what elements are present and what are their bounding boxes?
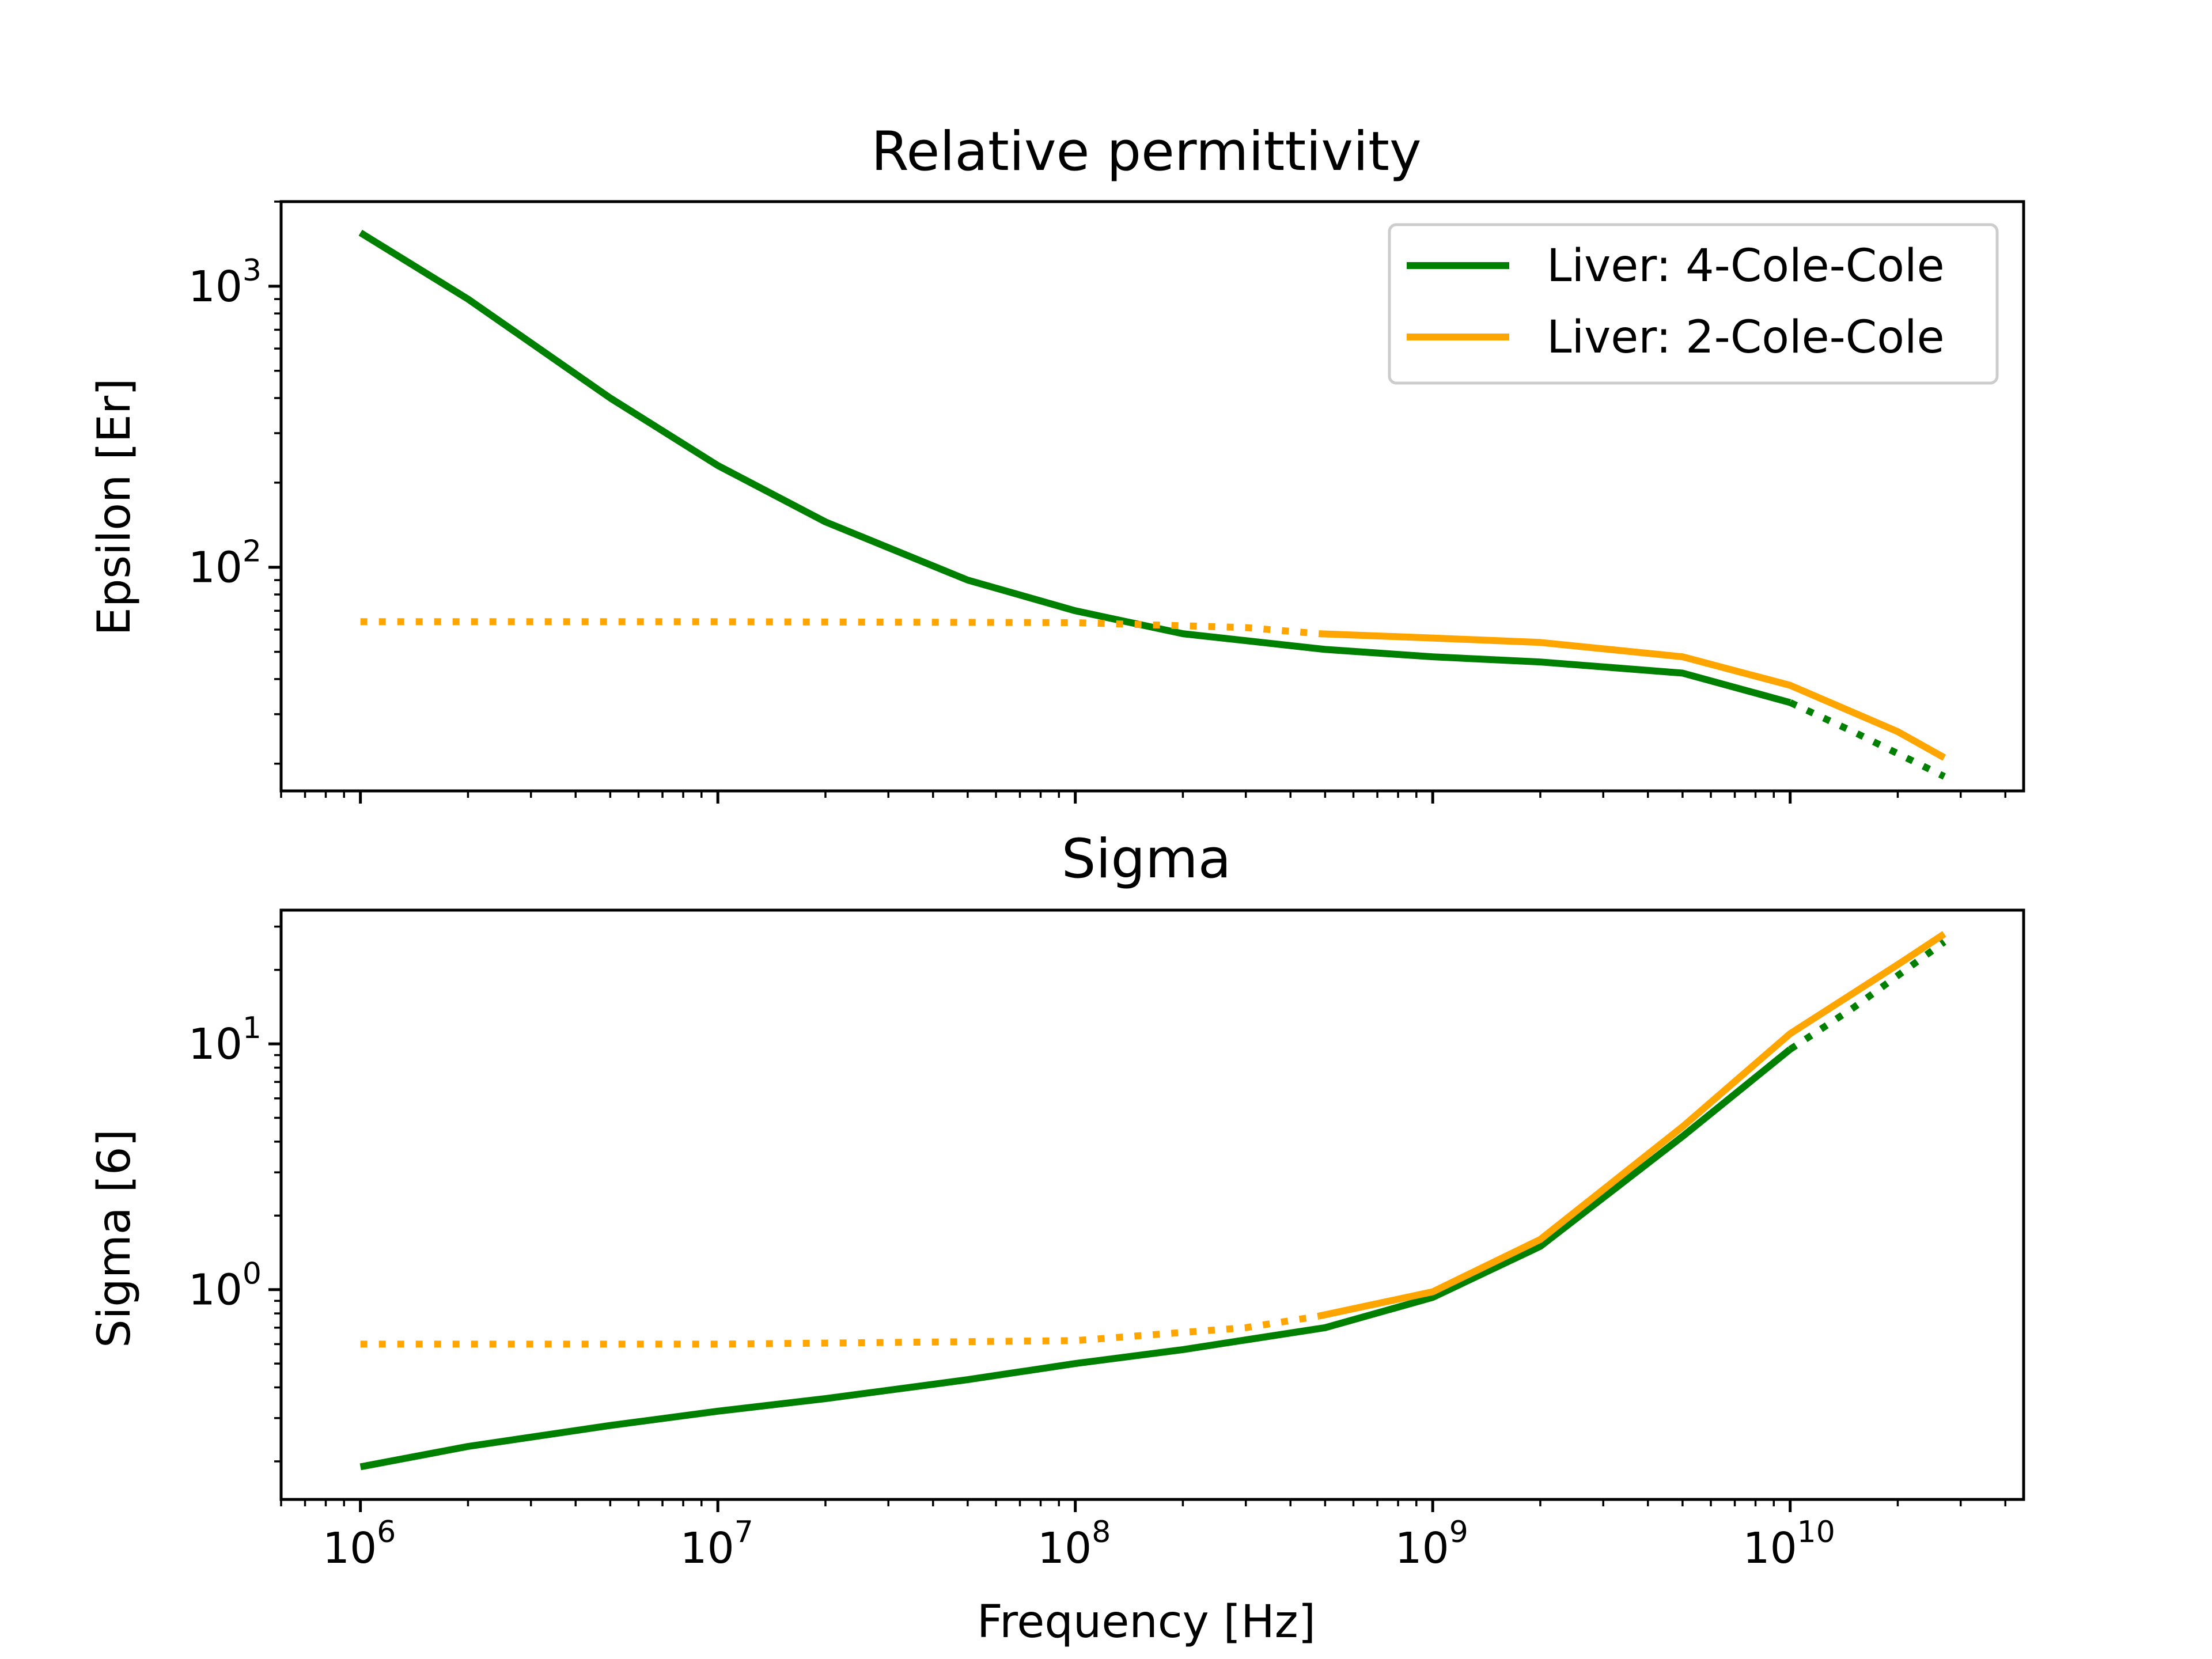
sigma-x-tick-label: 106 <box>323 1515 396 1573</box>
sigma-y-tick-label: 100 <box>188 1257 262 1315</box>
sigma-series-group <box>359 931 1946 1471</box>
panel-sigma: Sigma Sigma [6] Frequency [Hz] 106 107 108… <box>89 828 2025 1648</box>
sigma-y-axis-label: Sigma [6] <box>89 1129 141 1348</box>
sigma-series-line-liver-4-cole-cole-dotted <box>1788 939 1946 1052</box>
legend: Liver: 4-Cole-Cole Liver: 2-Cole-Cole <box>1388 223 1999 385</box>
sigma-x-tick-label: 108 <box>1037 1515 1111 1573</box>
permittivity-series-group <box>358 229 1946 780</box>
sigma-y-tick-label: 101 <box>188 1011 262 1069</box>
sigma-series-line-liver-4-cole-cole-solid <box>359 1046 1793 1471</box>
permittivity-title: Relative permittivity <box>871 120 1421 183</box>
permittivity-series-line-liver-2-cole-cole-solid <box>1319 630 1946 761</box>
sigma-x-tick-label: 109 <box>1395 1515 1468 1573</box>
sigma-series-line-liver-2-cole-cole-solid <box>1318 931 1946 1320</box>
permittivity-axes-frame <box>279 200 2025 793</box>
sigma-title: Sigma <box>1062 828 1232 891</box>
legend-label-2-cole-cole: Liver: 2-Cole-Cole <box>1547 312 1945 363</box>
sigma-ticks-group: 106 107 108 109 1010 100 101 <box>188 925 2007 1573</box>
sigma-x-tick-label: 107 <box>680 1515 753 1573</box>
permittivity-series-line-liver-2-cole-cole-dotted <box>360 618 1319 638</box>
permittivity-series-line-liver-4-cole-cole-dotted <box>1789 699 1946 780</box>
permittivity-y-tick-label: 103 <box>188 253 262 312</box>
sigma-x-axis-label: Frequency [Hz] <box>977 1596 1316 1648</box>
permittivity-ticks-group: 102 103 <box>188 200 2007 804</box>
sigma-axes-frame <box>279 908 2025 1501</box>
panel-permittivity: Relative permittivity Epsilon [Er] 10210… <box>89 120 2025 804</box>
permittivity-series-line-liver-4-cole-cole-solid <box>358 229 1791 706</box>
permittivity-y-axis-label: Epsilon [Er] <box>89 378 141 636</box>
legend-label-4-cole-cole: Liver: 4-Cole-Cole <box>1547 240 1945 292</box>
sigma-x-tick-label: 1010 <box>1743 1515 1835 1573</box>
legend-box <box>1388 223 1999 385</box>
permittivity-y-tick-label: 102 <box>188 535 262 593</box>
